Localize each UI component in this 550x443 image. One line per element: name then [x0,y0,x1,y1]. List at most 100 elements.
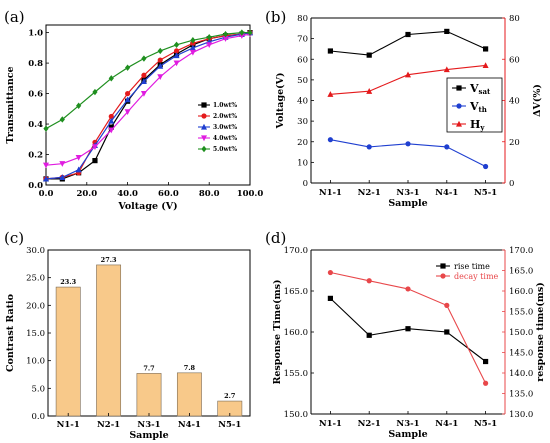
data-point-a-2 [75,166,82,173]
bar-N4-1 [176,372,202,417]
series-line-a-3 [45,33,251,166]
data-point-b-2 [443,66,450,73]
y-tick-label-right-d: 130.0 [509,410,533,420]
data-point-a-3 [91,144,98,151]
y-tick-label-c: 0.0 [31,412,45,422]
y-tick-label-right-d: 160.0 [509,287,533,297]
data-point-d-1 [405,286,411,292]
y-tick-label-d: 170.0 [284,246,308,256]
data-point-a-2 [173,52,180,59]
y-tick-label-b: 20 [297,138,308,148]
data-point-a-4 [190,37,196,44]
legend-marker-a-3 [201,135,207,142]
data-point-b-1 [366,144,372,150]
x-tick-label-d: N3-1 [396,419,419,429]
data-point-b-1 [483,163,489,170]
x-axis-title-d: Sample [388,429,427,440]
data-point-a-2 [43,175,49,182]
data-point-b-0 [327,48,333,54]
panel-label-b: (b) [265,8,286,26]
x-axis-title-b: Sample [388,198,427,209]
y-tick-label-b: 10 [297,158,308,168]
x-tick-label-b: N1-1 [319,188,342,198]
data-point-a-1 [108,113,114,120]
legend-marker-a-2 [201,123,207,130]
panel-label-c: (c) [4,229,24,247]
y-tick-label-right-b: 60 [509,55,520,65]
x-tick-label-d: N2-1 [358,419,381,429]
bar-N3-1 [136,373,162,417]
series-line-b-2 [330,64,486,95]
x-tick-label-c: N4-1 [178,420,201,430]
legend-subscript-b-1: th [479,105,487,114]
x-tick-label-b: N2-1 [358,188,381,198]
data-point-b-1 [327,137,333,143]
data-point-b-0 [444,28,450,35]
x-tick-label-d: N1-1 [319,419,342,429]
data-point-b-2 [482,62,489,69]
y-tick-label-d: 160.0 [284,328,308,338]
data-point-a-2 [189,44,196,51]
data-point-a-3 [43,162,49,169]
legend-marker-a-4 [201,145,207,153]
y-tick-label-c: 15.0 [26,329,45,339]
data-point-b-0 [483,46,489,52]
legend-marker-d-0 [440,263,446,269]
x-tick-label-a: 80.0 [199,189,220,199]
x-tick-label-b: N5-1 [474,188,497,198]
legend-label-a-0: 1.0wt% [213,102,237,109]
y-axis-title-right-d: response time(ms) [535,282,546,381]
panel-label-a: (a) [4,8,25,26]
data-point-a-3 [124,109,131,116]
data-point-d-1 [366,278,372,284]
legend-label-a-2: 3.0wt% [213,124,237,131]
data-point-a-4 [247,29,253,36]
y-tick-label-right-d: 165.0 [509,267,533,277]
data-point-a-0 [108,124,114,130]
data-point-d-1 [444,302,450,308]
data-point-b-0 [405,31,411,38]
data-point-a-4 [173,41,180,49]
data-point-a-3 [238,33,245,39]
data-point-d-0 [483,358,489,365]
legend-label-d-1: decay time [454,272,499,281]
y-tick-label-a: 0.0 [28,181,43,191]
y-tick-label-right-d: 150.0 [509,328,533,338]
y-tick-label-right-b: 20 [509,138,520,148]
bar-value-label: 2.7 [224,392,235,400]
x-tick-label-d: N4-1 [435,419,458,429]
data-point-a-3 [75,154,82,161]
data-point-b-2 [327,91,334,97]
y-tick-label-right-b: 0 [509,179,514,189]
y-tick-label-a: 0.6 [28,90,43,100]
bar-N2-1 [96,264,122,417]
y-axis-title-right-b: ΔV(%) [532,84,543,117]
bar-value-label: 23.3 [60,278,76,286]
data-point-a-4 [108,75,114,82]
legend-marker-d-1 [440,273,446,279]
x-tick-label-a: 40.0 [117,189,138,199]
data-point-a-4 [206,33,212,41]
panel-label-d: (d) [265,229,286,247]
data-point-a-3 [222,36,229,42]
legend-marker-b-0 [456,85,462,91]
y-axis-title-c: Contrast Ratio [5,294,16,372]
data-point-a-4 [222,30,229,38]
data-point-a-4 [157,47,163,55]
data-point-a-1 [173,48,180,54]
y-tick-label-right-b: 40 [509,97,520,107]
data-point-b-2 [405,71,411,78]
legend-subscript-b-2: y [479,123,485,132]
x-tick-label-a: 20.0 [76,189,97,199]
legend-subscript-b-0: sat [479,87,491,96]
legend-label-a-1: 2.0wt% [213,113,237,120]
y-tick-label-c: 5.0 [31,384,45,394]
y-tick-label-c: 25.0 [26,274,45,284]
y-tick-label-a: 0.8 [28,59,43,69]
x-tick-label-c: N1-1 [57,420,80,430]
legend-label-b-1: Vth [469,100,487,114]
y-tick-label-a: 0.4 [28,120,43,130]
y-tick-label-b: 0 [303,179,308,189]
y-tick-label-d: 155.0 [284,369,308,379]
